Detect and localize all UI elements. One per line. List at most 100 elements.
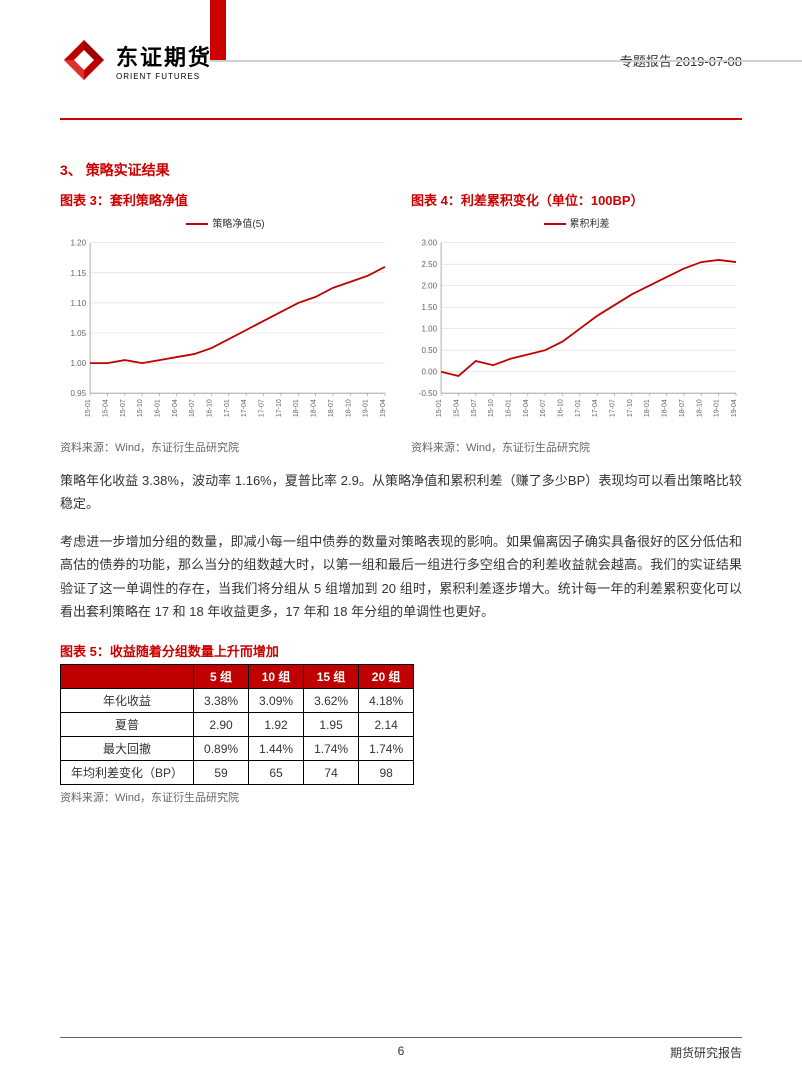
table5-header-cell: 15 组 [304, 665, 359, 689]
footer-page-number: 6 [398, 1044, 405, 1058]
chart3-plot: 0.95 1.00 1.05 1.10 1.15 1.20 15-01 15-04 15-07 1… [60, 232, 391, 432]
table-row: 夏普2.901.921.952.14 [61, 713, 414, 737]
svg-text:17-07: 17-07 [259, 399, 266, 417]
table5-title: 图表 5：收益随着分组数量上升而增加 [60, 641, 742, 660]
chart4-legend: 累积利差 [411, 215, 742, 230]
table5-source: 资料来源：Wind，东证衍生品研究院 [60, 789, 742, 805]
svg-text:2.50: 2.50 [421, 260, 437, 269]
table5-cell: 3.38% [194, 689, 249, 713]
chart-row: 图表 3：套利策略净值 策略净值(5) 0.95 1.00 1.05 1.10 1.15… [60, 190, 742, 455]
svg-text:16-04: 16-04 [172, 399, 179, 417]
svg-text:1.00: 1.00 [70, 359, 86, 368]
svg-text:2.00: 2.00 [421, 282, 437, 291]
table5-header-cell: 5 组 [194, 665, 249, 689]
table5-cell: 夏普 [61, 713, 194, 737]
svg-text:19-01: 19-01 [363, 399, 370, 417]
svg-text:19-04: 19-04 [731, 399, 738, 417]
logo-text: 东证期货 ORIENT FUTURES [116, 40, 212, 81]
table5-header-cell: 10 组 [249, 665, 304, 689]
svg-text:18-04: 18-04 [311, 399, 318, 417]
table5-cell: 65 [249, 761, 304, 785]
logo-icon [60, 36, 108, 84]
svg-text:17-10: 17-10 [276, 399, 283, 417]
table5-cell: 最大回撤 [61, 737, 194, 761]
svg-text:-0.50: -0.50 [419, 389, 438, 398]
svg-text:17-07: 17-07 [610, 399, 617, 417]
svg-text:15-01: 15-01 [85, 399, 92, 417]
chart3-title: 图表 3：套利策略净值 [60, 190, 391, 209]
svg-text:15-04: 15-04 [102, 399, 109, 417]
svg-text:18-10: 18-10 [345, 399, 352, 417]
logo-block: 东证期货 ORIENT FUTURES [60, 36, 212, 84]
chart4-legend-label: 累积利差 [570, 219, 610, 230]
chart3-source: 资料来源：Wind，东证衍生品研究院 [60, 439, 391, 455]
page-container: 东证期货 ORIENT FUTURES 专题报告 2019-07-08 3、 策… [0, 0, 802, 845]
paragraph-2: 考虑进一步增加分组的数量，即减小每一组中债券的数量对策略表现的影响。如果偏离因子… [60, 530, 742, 624]
svg-text:18-07: 18-07 [328, 399, 335, 417]
table5-cell: 1.92 [249, 713, 304, 737]
svg-text:17-01: 17-01 [224, 399, 231, 417]
table5-cell: 年化收益 [61, 689, 194, 713]
table5-cell: 2.14 [359, 713, 414, 737]
section-title: 3、 策略实证结果 [60, 160, 742, 180]
svg-text:18-04: 18-04 [662, 399, 669, 417]
svg-text:1.15: 1.15 [70, 269, 86, 278]
table5-header-cell: 20 组 [359, 665, 414, 689]
svg-text:18-01: 18-01 [293, 399, 300, 417]
table5-cell: 3.62% [304, 689, 359, 713]
svg-text:15-10: 15-10 [137, 399, 144, 417]
svg-text:15-07: 15-07 [120, 399, 127, 417]
svg-text:17-01: 17-01 [575, 399, 582, 417]
paragraph-1: 策略年化收益 3.38%，波动率 1.16%，夏普比率 2.9。从策略净值和累积… [60, 469, 742, 516]
table5-cell: 1.44% [249, 737, 304, 761]
svg-text:19-01: 19-01 [714, 399, 721, 417]
svg-text:0.95: 0.95 [70, 389, 86, 398]
chart3-legend: 策略净值(5) [60, 215, 391, 230]
chart4-column: 图表 4：利差累积变化（单位：100BP） 累积利差 -0.50 0.00 0.50… [411, 190, 742, 455]
table5: 5 组10 组15 组20 组年化收益3.38%3.09%3.62%4.18%夏… [60, 664, 414, 785]
chart3-legend-swatch [186, 223, 208, 225]
header-grey-line [210, 60, 802, 62]
svg-text:15-10: 15-10 [488, 399, 495, 417]
svg-text:0.50: 0.50 [421, 346, 437, 355]
table5-cell: 1.74% [304, 737, 359, 761]
svg-text:16-07: 16-07 [540, 399, 547, 417]
chart4-title: 图表 4：利差累积变化（单位：100BP） [411, 190, 742, 209]
svg-text:18-10: 18-10 [696, 399, 703, 417]
logo-text-cn: 东证期货 [116, 40, 212, 72]
svg-text:1.05: 1.05 [70, 329, 86, 338]
chart4-source: 资料来源：Wind，东证衍生品研究院 [411, 439, 742, 455]
table-row: 年均利差变化（BP）59657498 [61, 761, 414, 785]
footer-right: 期货研究报告 [670, 1044, 742, 1061]
svg-text:1.20: 1.20 [70, 239, 86, 248]
table5-cell: 年均利差变化（BP） [61, 761, 194, 785]
table5-cell: 98 [359, 761, 414, 785]
chart4-legend-swatch [544, 223, 566, 225]
svg-text:0.00: 0.00 [421, 368, 437, 377]
svg-text:19-04: 19-04 [380, 399, 387, 417]
svg-text:15-04: 15-04 [453, 399, 460, 417]
table5-cell: 2.90 [194, 713, 249, 737]
table-row: 年化收益3.38%3.09%3.62%4.18% [61, 689, 414, 713]
table5-cell: 4.18% [359, 689, 414, 713]
header-red-stripe [210, 0, 226, 60]
svg-text:16-07: 16-07 [189, 399, 196, 417]
svg-text:16-04: 16-04 [523, 399, 530, 417]
svg-text:16-10: 16-10 [207, 399, 214, 417]
section-heading: 策略实证结果 [86, 162, 170, 178]
table5-header-cell [61, 665, 194, 689]
svg-text:15-07: 15-07 [471, 399, 478, 417]
header-rule [60, 118, 742, 120]
table-row: 最大回撤0.89%1.44%1.74%1.74% [61, 737, 414, 761]
svg-text:17-10: 17-10 [627, 399, 634, 417]
svg-text:1.00: 1.00 [421, 325, 437, 334]
svg-text:17-04: 17-04 [241, 399, 248, 417]
page-footer: 6 期货研究报告 [60, 1037, 742, 1061]
svg-text:15-01: 15-01 [436, 399, 443, 417]
svg-text:18-07: 18-07 [679, 399, 686, 417]
chart4-plot: -0.500.000.501.001.502.002.503.0015-0115… [411, 232, 742, 432]
svg-text:1.10: 1.10 [70, 299, 86, 308]
svg-text:18-01: 18-01 [644, 399, 651, 417]
svg-text:17-04: 17-04 [592, 399, 599, 417]
section-number: 3、 [60, 162, 82, 178]
